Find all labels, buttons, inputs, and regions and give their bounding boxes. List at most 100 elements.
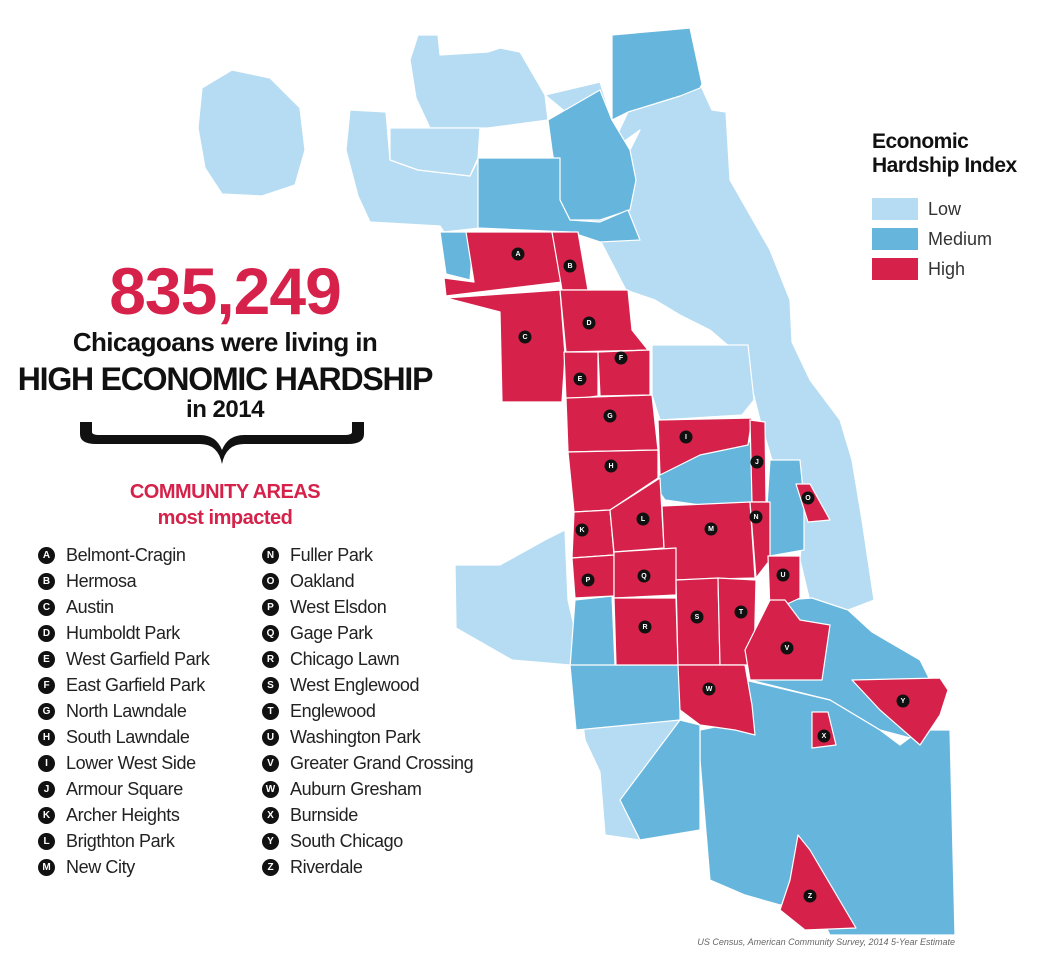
map-badge-s: S [690,610,704,624]
area-name: North Lawndale [66,700,187,721]
community-area-high [445,289,566,403]
area-name: West Englewood [290,674,420,695]
legend-label: Medium [928,228,993,249]
area-letter-badge: Z [262,858,279,876]
community-area-high [677,664,756,736]
hardship-index-title-line-1: Economic [872,130,969,153]
svg-text:H: H [608,463,613,470]
area-name: East Garfield Park [66,674,205,695]
svg-text:V: V [785,645,790,652]
area-list-left: A Belmont-Cragin B Hermosa C Austin D Humboldt … [38,542,210,880]
area-letter-badge: R [262,650,279,668]
area-letter-badge: U [262,728,279,746]
area-list-item: E West Garfield Park [38,646,210,672]
area-list-right: N Fuller Park O Oakland P West Elsdon Q Gage Pa… [262,542,474,880]
svg-text:Y: Y [901,698,906,705]
hardship-index-title-line-2: Hardship Index [872,154,1017,177]
community-area-med [765,459,805,557]
area-name: Austin [66,596,114,617]
area-name: Lower West Side [66,752,196,773]
area-name: Burnside [290,804,358,825]
area-name: Armour Square [66,778,183,799]
area-letter-badge: I [38,754,55,772]
svg-text:R: R [642,624,647,631]
map-badge-r: R [638,620,652,634]
map-badge-x: X [817,729,831,743]
svg-text:F: F [619,355,624,362]
hardship-legend-item: Low [872,194,992,224]
map-badge-q: Q [637,569,651,583]
affected-population-number: 835,249 [109,254,342,328]
area-list-item: T Englewood [262,698,473,724]
curly-brace-icon [80,422,364,464]
area-letter-badge: T [262,702,279,720]
map-badge-o: O [801,491,815,505]
svg-text:M: M [708,526,714,533]
map-badge-w: W [702,682,716,696]
svg-text:P: P [586,577,591,584]
svg-text:T: T [739,609,744,616]
legend-swatch [872,198,918,220]
hardship-index-legend: Low Medium High [872,194,992,284]
area-letter-badge: H [38,728,55,746]
area-list-item: X Burnside [262,802,473,828]
svg-text:N: N [753,514,758,521]
area-letter-badge: P [262,598,279,616]
area-name: Washington Park [290,726,421,747]
community-area-low [197,69,306,197]
hardship-index-title: Economic Hardship Index [872,130,1017,178]
legend-swatch [872,258,918,280]
area-letter-badge: C [38,598,55,616]
map-badge-f: F [614,351,628,365]
svg-text:O: O [805,495,811,502]
svg-text:S: S [695,614,700,621]
map-badge-v: V [780,641,794,655]
area-letter-badge: M [38,858,55,876]
area-list-item: B Hermosa [38,568,210,594]
area-letter-badge: D [38,624,55,642]
area-list-item: Q Gage Park [262,620,473,646]
area-name: Humboldt Park [66,622,180,643]
area-letter-badge: G [38,702,55,720]
area-letter-badge: N [262,546,279,564]
map-badge-u: U [776,568,790,582]
legend-label: Low [928,198,962,219]
area-name: Belmont-Cragin [66,544,186,565]
most-impacted-heading: most impacted [157,507,293,529]
map-badge-j: J [750,455,764,469]
svg-text:B: B [567,263,572,270]
area-list-item: V Greater Grand Crossing [262,750,474,776]
map-badge-y: Y [896,694,910,708]
svg-text:E: E [578,376,583,383]
area-name: Riverdale [290,856,363,877]
area-name: Archer Heights [66,804,180,825]
map-badge-b: B [563,259,577,273]
area-letter-badge: X [262,806,279,824]
area-list-item: R Chicago Lawn [262,646,473,672]
area-list-item: C Austin [38,594,210,620]
map-badge-m: M [704,522,718,536]
svg-text:I: I [685,434,687,441]
map-badge-l: L [636,512,650,526]
area-letter-badge: V [262,754,279,772]
legend-swatch [872,228,918,250]
area-list-item: A Belmont-Cragin [38,542,210,568]
area-name: New City [66,856,135,877]
area-name: Brigthton Park [66,830,175,851]
area-name: West Elsdon [290,596,387,617]
community-area-high [559,289,649,353]
community-area-low [454,529,576,666]
area-name: Chicago Lawn [290,648,400,669]
legend-label: High [928,258,966,279]
area-name: Gage Park [290,622,373,643]
area-letter-badge: A [38,546,55,564]
map-badge-t: T [734,605,748,619]
map-badge-g: G [603,409,617,423]
area-letter-badge: S [262,676,279,694]
svg-text:D: D [586,320,591,327]
area-name: Auburn Gresham [290,778,422,799]
area-name: South Chicago [290,830,403,851]
area-list-item: I Lower West Side [38,750,210,776]
headline-line-3: in 2014 [186,396,264,423]
community-area-med [611,27,703,121]
